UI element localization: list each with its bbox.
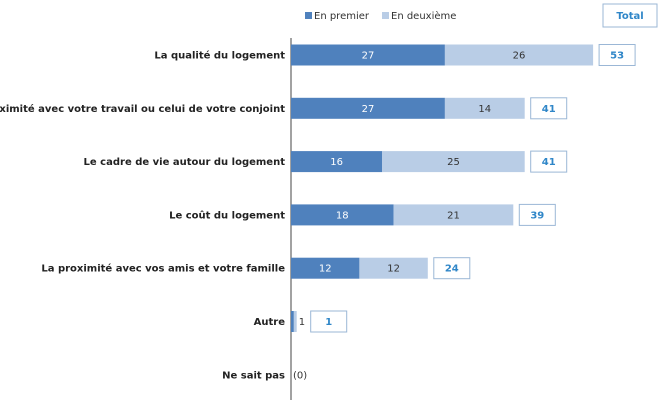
bar-segment-en-deuxieme bbox=[393, 204, 514, 226]
total-value: (0) bbox=[293, 370, 307, 381]
segment-label-en-deuxieme: 14 bbox=[478, 104, 491, 115]
bar-segment-en-deuxieme bbox=[444, 97, 525, 119]
segment-label-en-premier: 27 bbox=[362, 51, 375, 62]
category-label: Autre bbox=[254, 317, 286, 328]
category-label: La proximité avec votre travail ou celui… bbox=[0, 103, 285, 115]
total-box bbox=[598, 44, 636, 66]
bar-segment-en-deuxieme bbox=[382, 151, 525, 173]
segment-label-en-deuxieme: 12 bbox=[387, 264, 400, 275]
total-box bbox=[518, 203, 556, 226]
legend-swatch-en-deuxieme bbox=[382, 12, 389, 19]
total-value: 1 bbox=[325, 317, 332, 328]
legend: En premier En deuxième bbox=[305, 10, 456, 22]
bar-segment-en-premier bbox=[291, 257, 360, 279]
legend-label-en-deuxieme: En deuxième bbox=[391, 10, 456, 22]
segment-label-en-premier: 12 bbox=[319, 264, 332, 275]
category-label: Le coût du logement bbox=[169, 209, 285, 221]
total-box bbox=[530, 150, 568, 173]
bar-segment-en-deuxieme bbox=[444, 44, 594, 66]
total-header-label: Total bbox=[616, 11, 643, 22]
total-box bbox=[433, 257, 471, 280]
segment-label-en-premier: 16 bbox=[330, 157, 343, 168]
bar-segment-en-premier bbox=[291, 97, 445, 119]
bar-segment-en-premier bbox=[291, 44, 445, 66]
total-header-box bbox=[602, 3, 658, 28]
total-value: 24 bbox=[445, 264, 459, 275]
category-label: La qualité du logement bbox=[154, 50, 285, 62]
category-label: La proximité avec vos amis et votre fami… bbox=[41, 263, 285, 275]
category-label: Le cadre de vie autour du logement bbox=[84, 157, 286, 168]
total-box bbox=[530, 97, 568, 120]
segment-label-en-premier: 27 bbox=[362, 104, 375, 115]
bar-segment-en-premier bbox=[291, 204, 394, 226]
segment-label-en-deuxieme: 1 bbox=[299, 317, 305, 328]
bar-segment-en-deuxieme bbox=[359, 257, 428, 279]
segment-label-en-deuxieme: 25 bbox=[447, 157, 460, 168]
legend-swatch-en-premier bbox=[305, 12, 312, 19]
category-label: Ne sait pas bbox=[222, 370, 285, 381]
legend-label-en-premier: En premier bbox=[314, 11, 370, 22]
segment-label-en-deuxieme: 21 bbox=[447, 210, 460, 221]
bar-segment-en-deuxieme bbox=[293, 311, 297, 332]
total-header: Total bbox=[602, 3, 658, 28]
total-box bbox=[310, 310, 348, 333]
bar-segment-en-premier bbox=[291, 151, 383, 173]
segment-label-en-premier: 18 bbox=[336, 210, 349, 221]
total-value: 41 bbox=[542, 157, 556, 168]
total-value: 53 bbox=[610, 51, 624, 62]
segment-label-en-deuxieme: 26 bbox=[513, 51, 526, 62]
total-value: 39 bbox=[530, 210, 544, 221]
total-value: 41 bbox=[542, 104, 556, 115]
bars-group: La qualité du logement 27 26 53 La proximité… bbox=[0, 44, 636, 381]
bar-segment-en-premier bbox=[291, 311, 294, 332]
